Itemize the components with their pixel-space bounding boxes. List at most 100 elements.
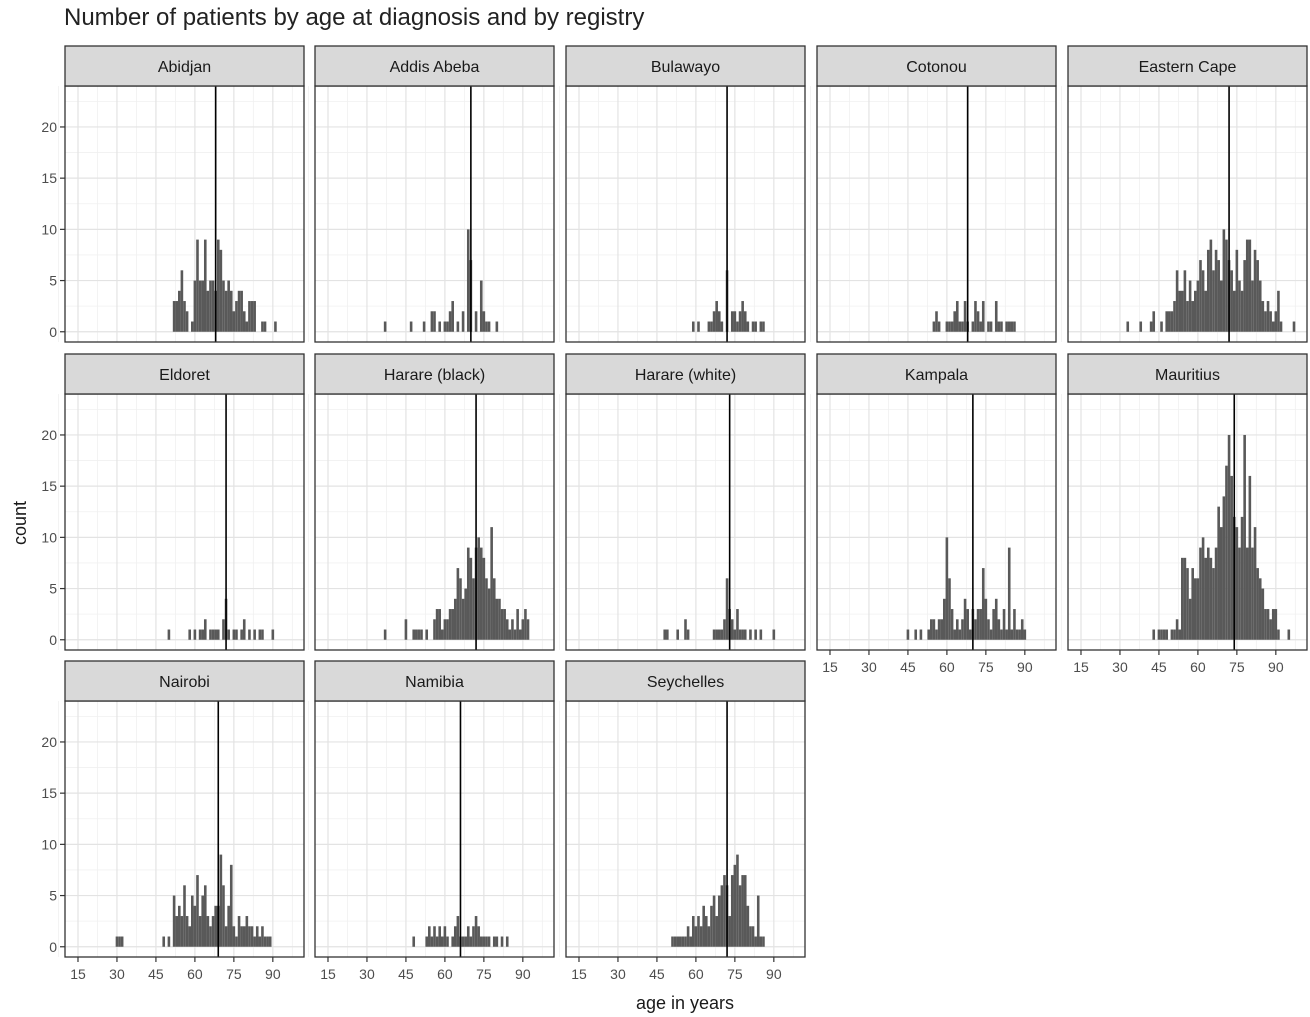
panel-eldoret: Eldoret 0 5 10 15 20 bbox=[41, 353, 305, 651]
histogram-bar bbox=[383, 321, 387, 332]
histogram-bar bbox=[979, 609, 982, 640]
histogram-bar bbox=[691, 916, 695, 947]
y-tick-label: 0 bbox=[49, 632, 57, 648]
histogram-bar bbox=[1160, 629, 1163, 640]
y-tick-label: 5 bbox=[49, 888, 57, 904]
histogram-bar bbox=[1256, 260, 1259, 332]
histogram-bar bbox=[1013, 609, 1016, 640]
histogram-bar bbox=[232, 926, 236, 947]
histogram-bar bbox=[253, 301, 256, 332]
histogram-bar bbox=[1248, 475, 1252, 640]
histogram-bar bbox=[930, 619, 933, 640]
x-tick-label: 45 bbox=[1151, 659, 1167, 675]
histogram-bar bbox=[472, 926, 475, 947]
x-tick-label: 75 bbox=[226, 966, 242, 982]
panel-background bbox=[65, 86, 304, 342]
histogram-bar bbox=[492, 936, 496, 947]
histogram-bar bbox=[1230, 270, 1233, 332]
histogram-bar bbox=[1227, 434, 1231, 640]
histogram-bar bbox=[984, 598, 988, 640]
histogram-bar bbox=[691, 321, 695, 332]
histogram-bar bbox=[440, 629, 444, 640]
panel-background bbox=[566, 394, 805, 650]
histogram-bar bbox=[989, 321, 993, 332]
histogram-bar bbox=[736, 609, 739, 640]
histogram-bar bbox=[1191, 568, 1194, 640]
histogram-bar bbox=[443, 321, 447, 332]
histogram-bar bbox=[446, 321, 449, 332]
histogram-bar bbox=[1015, 629, 1019, 640]
strip-label: Cotonou bbox=[906, 59, 967, 76]
histogram-bar bbox=[201, 629, 204, 640]
histogram-bar bbox=[448, 609, 452, 640]
histogram-bar bbox=[1232, 290, 1236, 332]
histogram-bar bbox=[1266, 301, 1270, 332]
histogram-bar bbox=[994, 598, 998, 640]
histogram-bar bbox=[987, 321, 990, 332]
histogram-bar bbox=[741, 301, 744, 332]
histogram-bar bbox=[914, 629, 918, 640]
histogram-bar bbox=[704, 916, 708, 947]
histogram-bar bbox=[185, 311, 189, 332]
x-tick-label: 30 bbox=[1112, 659, 1128, 675]
histogram-bar bbox=[955, 301, 959, 332]
histogram-bar bbox=[224, 926, 228, 947]
panel-background bbox=[315, 394, 554, 650]
histogram-bar bbox=[459, 578, 462, 640]
histogram-bar bbox=[240, 926, 243, 947]
histogram-bar bbox=[751, 926, 755, 947]
histogram-bar bbox=[242, 619, 246, 640]
strip-label: Abidjan bbox=[158, 59, 211, 76]
histogram-bar bbox=[474, 916, 478, 947]
histogram-bar bbox=[209, 926, 212, 947]
histogram-bar bbox=[516, 609, 519, 640]
histogram-bar bbox=[1170, 311, 1174, 332]
strip-background bbox=[565, 660, 806, 702]
x-tick-label: 75 bbox=[476, 966, 492, 982]
histogram-bar bbox=[1152, 629, 1156, 640]
histogram-bar bbox=[485, 578, 488, 640]
histogram-bar bbox=[464, 936, 467, 947]
histogram-bar bbox=[1201, 537, 1205, 640]
histogram-bar bbox=[676, 936, 680, 947]
histogram-bar bbox=[201, 895, 204, 947]
strip-label: Kampala bbox=[905, 367, 968, 384]
histogram-bar bbox=[1225, 465, 1228, 640]
histogram-bar bbox=[1191, 301, 1194, 332]
histogram-bar bbox=[1217, 260, 1220, 332]
histogram-bar bbox=[1261, 588, 1265, 640]
histogram-bar bbox=[756, 895, 760, 947]
histogram-bar bbox=[754, 936, 757, 947]
histogram-bar bbox=[466, 926, 470, 947]
histogram-bar bbox=[762, 936, 765, 947]
histogram-bar bbox=[741, 875, 744, 947]
histogram-bar bbox=[1217, 506, 1220, 640]
histogram-bar bbox=[958, 629, 962, 640]
histogram-bar bbox=[712, 629, 716, 640]
histogram-bar bbox=[443, 926, 447, 947]
histogram-bar bbox=[435, 936, 439, 947]
histogram-bar bbox=[992, 609, 995, 640]
histogram-bar bbox=[172, 895, 176, 947]
x-tick-label: 45 bbox=[649, 966, 665, 982]
x-tick-label: 75 bbox=[1229, 659, 1245, 675]
histogram-bar bbox=[1183, 270, 1187, 332]
histogram-bar bbox=[738, 629, 742, 640]
histogram-bar bbox=[203, 619, 207, 640]
histogram-bar bbox=[730, 311, 734, 332]
histogram-bar bbox=[1188, 280, 1192, 332]
histogram-bar bbox=[974, 619, 977, 640]
histogram-bar bbox=[240, 290, 243, 332]
histogram-bar bbox=[997, 619, 1001, 640]
histogram-bar bbox=[1287, 629, 1291, 640]
x-tick-label: 60 bbox=[1190, 659, 1206, 675]
y-tick-label: 10 bbox=[41, 529, 57, 545]
histogram-bar bbox=[1225, 239, 1228, 332]
histogram-bar bbox=[1186, 301, 1189, 332]
histogram-bar bbox=[456, 916, 460, 947]
histogram-bar bbox=[430, 936, 434, 947]
histogram-bar bbox=[743, 311, 747, 332]
histogram-bar bbox=[518, 629, 522, 640]
histogram-bar bbox=[699, 926, 703, 947]
